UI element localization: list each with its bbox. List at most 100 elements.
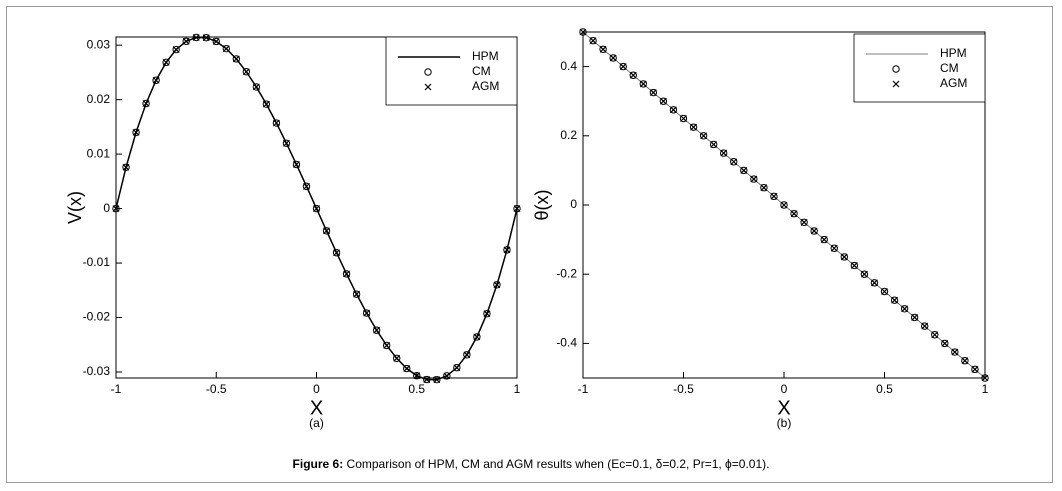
marker-circle: [649, 88, 658, 97]
marker-x: [493, 281, 501, 289]
marker-circle: [424, 68, 432, 76]
y-tick-label: -0.02: [83, 310, 111, 324]
marker-x: [252, 83, 260, 91]
sublabel: (b): [777, 416, 792, 430]
marker-x: [162, 58, 170, 66]
marker-circle: [599, 45, 607, 53]
y-tick-label: -0.2: [556, 266, 577, 280]
marker-circle: [892, 65, 900, 73]
marker-x: [800, 218, 808, 226]
marker-circle: [669, 106, 678, 114]
marker-circle: [639, 80, 647, 88]
marker-circle: [951, 348, 959, 356]
marker-x: [313, 205, 320, 213]
marker-circle: [352, 290, 361, 298]
marker-x: [112, 205, 120, 213]
marker-x: [172, 46, 180, 53]
marker-circle: [689, 123, 698, 131]
marker-circle: [900, 305, 909, 313]
marker-circle: [780, 201, 788, 209]
marker-x: [951, 348, 959, 356]
marker-circle: [790, 209, 798, 218]
marker-x: [152, 76, 160, 84]
marker-circle: [433, 375, 441, 384]
marker-x: [871, 279, 878, 287]
marker-circle: [162, 58, 170, 67]
marker-circle: [840, 253, 848, 261]
marker-circle: [493, 281, 501, 289]
marker-x: [403, 365, 411, 372]
marker-x: [589, 37, 597, 45]
marker-circle: [860, 270, 869, 278]
marker-circle: [362, 309, 371, 317]
marker-x: [860, 270, 868, 278]
marker-x: [760, 184, 768, 192]
y-tick-label: 0.02: [87, 92, 111, 106]
x-tick-label: 0: [781, 382, 788, 396]
marker-x: [810, 227, 818, 235]
x-tick-label: -0.5: [206, 382, 227, 396]
marker-x: [981, 374, 989, 382]
marker-circle: [453, 363, 461, 372]
marker-x: [423, 376, 431, 383]
marker-circle: [921, 322, 929, 330]
marker-circle: [810, 227, 818, 235]
x-tick-label: -1: [111, 382, 122, 396]
marker-circle: [931, 331, 939, 339]
marker-x: [730, 158, 738, 166]
x-tick-label: 1: [514, 382, 521, 396]
marker-x: [373, 326, 381, 334]
marker-x: [483, 310, 491, 318]
marker-x: [921, 322, 929, 330]
y-tick-label: -0.03: [83, 364, 111, 378]
y-tick-label: 0.2: [560, 128, 577, 142]
marker-x: [232, 55, 240, 63]
marker-x: [649, 89, 657, 96]
caption-text: Comparison of HPM, CM and AGM results wh…: [346, 457, 770, 471]
marker-x: [272, 119, 280, 127]
marker-x: [700, 132, 708, 140]
marker-x: [333, 249, 340, 257]
marker-circle: [272, 119, 281, 127]
marker-circle: [770, 192, 778, 201]
marker-x: [393, 354, 401, 362]
x-tick-label: -1: [578, 382, 589, 396]
marker-x: [132, 128, 140, 136]
marker-circle: [242, 68, 251, 76]
marker-x: [941, 339, 949, 347]
marker-x: [212, 38, 220, 45]
marker-circle: [372, 326, 381, 334]
legend-label: HPM: [472, 49, 499, 63]
marker-circle: [730, 158, 738, 166]
y-tick-label: 0.4: [560, 59, 577, 73]
marker-x: [293, 161, 300, 168]
marker-x: [503, 246, 511, 254]
marker-x: [443, 372, 451, 380]
legend-label: CM: [472, 64, 491, 78]
marker-circle: [443, 372, 451, 380]
figure-frame: [6, 6, 1053, 483]
marker-circle: [503, 246, 511, 254]
marker-x: [579, 28, 587, 36]
marker-x: [262, 100, 270, 108]
marker-x: [892, 80, 900, 88]
marker-circle: [302, 182, 311, 191]
marker-circle: [212, 37, 220, 46]
marker-x: [142, 100, 150, 107]
marker-circle: [312, 204, 321, 213]
marker-x: [363, 309, 371, 317]
marker-x: [670, 106, 677, 114]
y-tick-label: 0: [570, 197, 577, 211]
y-tick-label: -0.4: [556, 336, 577, 350]
y-tick-label: 0.03: [87, 37, 111, 51]
marker-circle: [629, 71, 637, 79]
marker-circle: [609, 54, 617, 62]
marker-x: [850, 262, 858, 269]
marker-circle: [870, 279, 879, 287]
marker-circle: [463, 351, 471, 359]
marker-circle: [192, 33, 200, 42]
marker-x: [881, 288, 888, 295]
marker-circle: [292, 160, 301, 169]
caption: Figure 6: Comparison of HPM, CM and AGM …: [0, 457, 1062, 471]
marker-circle: [423, 375, 431, 384]
